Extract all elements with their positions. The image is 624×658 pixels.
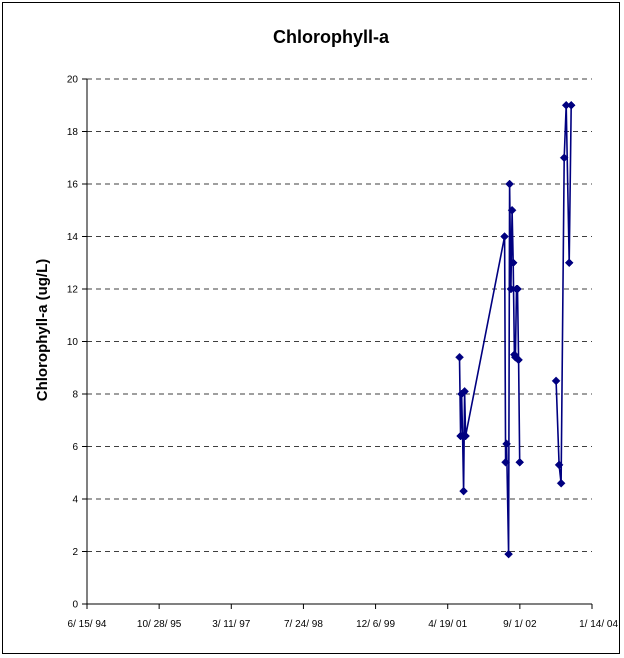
- data-point: [513, 284, 522, 294]
- axes: 0 2 4 6 8 10 12 14 16 18 20 6/ 15/ 94 10/ 28/ 95 3/ 1…: [67, 75, 619, 631]
- y-tick-label: 16: [67, 180, 79, 191]
- data-point: [500, 232, 509, 241]
- data-point: [504, 549, 513, 559]
- data-point: [455, 352, 464, 362]
- x-tick-label: 12/ 6/ 99: [356, 619, 395, 630]
- data-point: [566, 100, 576, 110]
- y-tick-label: 20: [67, 75, 79, 86]
- y-tick-label: 4: [72, 495, 78, 506]
- data-point: [459, 486, 468, 496]
- y-tick-label: 18: [67, 127, 79, 138]
- y-axis-label: Chlorophyll-a (ug/L): [34, 259, 51, 401]
- data-point: [508, 258, 518, 268]
- y-tick-label: 0: [72, 600, 78, 611]
- chart-title: Chlorophyll-a: [273, 27, 390, 47]
- x-tick-label: 6/ 15/ 94: [68, 619, 107, 630]
- y-tick-label: 8: [72, 390, 78, 401]
- data-point: [502, 439, 511, 449]
- y-tick-label: 10: [67, 337, 79, 348]
- x-tick-label: 1/ 14/ 04: [579, 619, 618, 630]
- data-point: [564, 258, 574, 268]
- data-point: [460, 387, 469, 396]
- data-point: [501, 457, 510, 467]
- data-point: [507, 205, 517, 215]
- data-point: [551, 376, 561, 386]
- data-point: [514, 355, 523, 365]
- data-point: [505, 179, 514, 189]
- data-point: [461, 431, 470, 441]
- data-point: [554, 460, 564, 470]
- x-tick-label: 3/ 11/ 97: [212, 619, 251, 630]
- data-point: [559, 153, 569, 163]
- series-line: [555, 104, 572, 485]
- y-tick-label: 2: [72, 547, 78, 558]
- x-tick-label: 9/ 1/ 02: [503, 619, 537, 630]
- y-tick-label: 14: [67, 232, 79, 243]
- x-tick-label: 4/ 19/ 01: [428, 619, 467, 630]
- y-tick-label: 12: [67, 285, 79, 296]
- x-tick-label: 7/ 24/ 98: [284, 619, 323, 630]
- data-point: [515, 457, 525, 467]
- x-tick-label: 10/ 28/ 95: [137, 619, 182, 630]
- y-tick-label: 6: [72, 442, 78, 453]
- data-series: [455, 100, 576, 559]
- grid-lines: [87, 78, 592, 552]
- data-point: [556, 478, 566, 488]
- series-line: [458, 183, 521, 555]
